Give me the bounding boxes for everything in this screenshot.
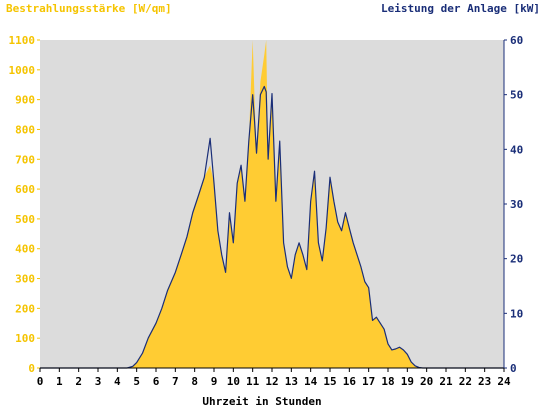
left-tick-label: 600 [15,183,35,196]
left-tick-label: 400 [15,243,35,256]
x-tick-label: 23 [478,375,491,388]
right-tick-label: 50 [510,89,523,102]
left-tick-label: 800 [15,123,35,136]
x-tick-label: 4 [114,375,121,388]
x-tick-label: 2 [75,375,82,388]
x-tick-label: 6 [153,375,160,388]
left-tick-label: 1100 [9,34,36,47]
x-tick-label: 22 [459,375,472,388]
x-tick-label: 7 [172,375,179,388]
x-tick-label: 9 [211,375,218,388]
right-tick-label: 20 [510,253,523,266]
x-tick-label: 15 [323,375,336,388]
x-tick-label: 19 [401,375,414,388]
right-axis-title: Leistung der Anlage [kW] [381,2,540,15]
x-tick-label: 21 [439,375,453,388]
x-tick-label: 14 [304,375,318,388]
x-axis-ticks: 0 1 2 3 4 5 6 7 8 9 10 11 12 13 14 15 16 17 18 19 20 21 22 23 24 [37,368,511,388]
x-tick-label: 1 [56,375,63,388]
x-tick-label: 13 [285,375,298,388]
irradiance-area [40,40,504,368]
right-axis-ticks: 0 10 20 30 40 50 60 [504,34,523,375]
x-tick-label: 10 [227,375,240,388]
left-tick-label: 700 [15,153,35,166]
x-tick-label: 24 [497,375,511,388]
series-layer [40,40,504,369]
left-tick-label: 200 [15,302,35,315]
left-axis-title: Bestrahlungsstärke [W/qm] [6,2,172,15]
x-axis-title: Uhrzeit in Stunden [202,395,321,408]
right-tick-label: 10 [510,307,523,320]
left-tick-label: 100 [15,332,35,345]
x-tick-label: 12 [265,375,278,388]
x-tick-label: 0 [37,375,44,388]
x-tick-label: 18 [381,375,394,388]
x-tick-label: 17 [362,375,375,388]
right-tick-label: 30 [510,198,523,211]
x-tick-label: 8 [191,375,198,388]
left-tick-label: 0 [28,362,35,375]
left-tick-label: 500 [15,213,35,226]
left-axis-ticks: 0 100 200 300 400 500 600 700 800 900 1000 1100 [9,34,40,375]
left-tick-label: 900 [15,94,35,107]
x-tick-label: 16 [343,375,357,388]
x-tick-label: 11 [246,375,260,388]
x-tick-label: 20 [420,375,433,388]
right-tick-label: 0 [510,362,517,375]
left-tick-label: 1000 [9,64,36,77]
right-tick-label: 60 [510,34,523,47]
x-tick-label: 5 [133,375,140,388]
power-line [40,85,504,369]
right-tick-label: 40 [510,143,523,156]
left-tick-label: 300 [15,273,35,286]
x-tick-label: 3 [95,375,102,388]
